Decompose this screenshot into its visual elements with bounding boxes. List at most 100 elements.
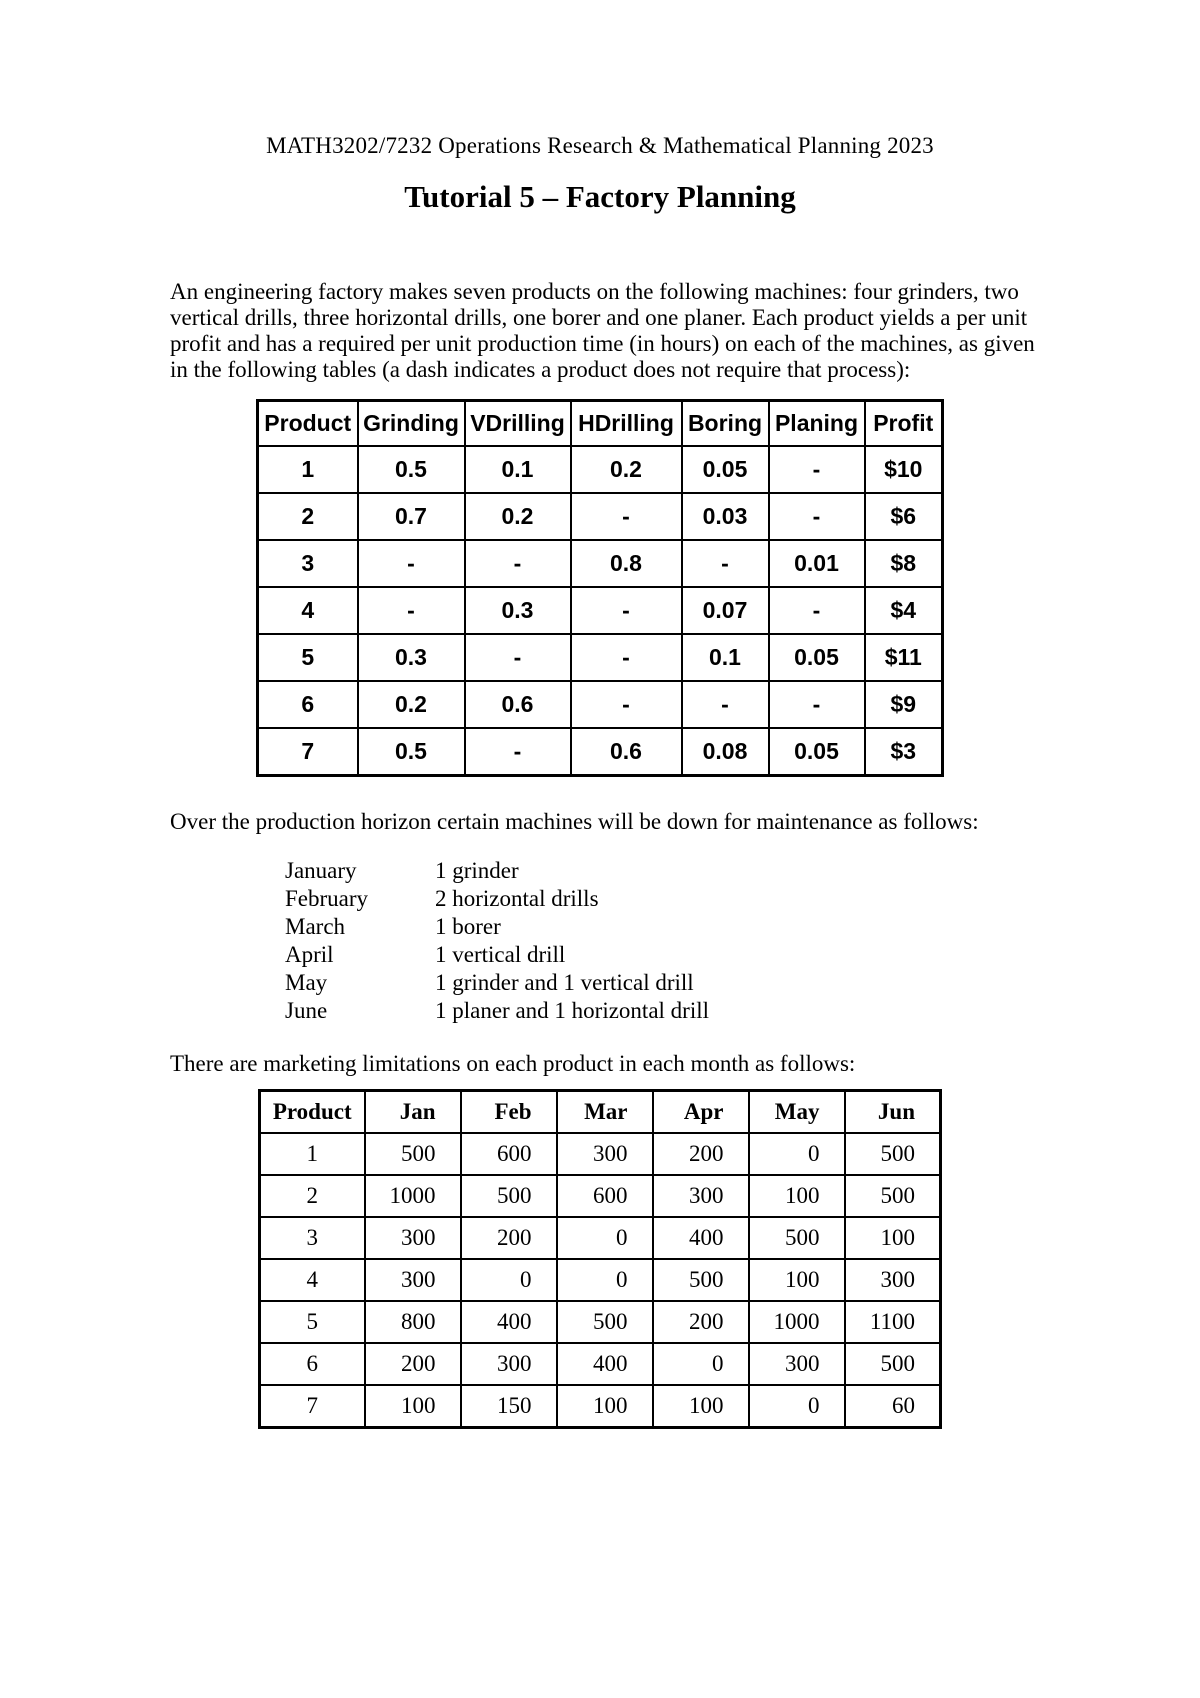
table-cell: 100 [747,1258,846,1302]
table-cell: 600 [459,1132,558,1176]
table-cell: 400 [555,1342,654,1386]
table-cell: 100 [843,1216,942,1260]
table-cell: 500 [363,1132,462,1176]
table-row: 7 0.5 - 0.6 0.08 0.05 $3 [256,727,944,777]
table-cell: 200 [651,1300,750,1344]
maintenance-item: February 2 horizontal drills [285,885,1200,913]
table-cell: - [569,586,683,635]
table-cell: 7 [258,1384,366,1429]
table-row: 3 - - 0.8 - 0.01 $8 [256,539,944,588]
maintenance-item: June 1 planer and 1 horizontal drill [285,997,1200,1025]
table-cell: - [569,633,683,682]
maintenance-item: May 1 grinder and 1 vertical drill [285,969,1200,997]
maintenance-month: April [285,942,334,967]
table-row: 5 800 400 500 200 1000 1100 [258,1300,942,1344]
table-cell: 0.3 [356,633,466,682]
table-row: 1 0.5 0.1 0.2 0.05 - $10 [256,445,944,494]
table-cell: 0.8 [569,539,683,588]
table-cell: 500 [555,1300,654,1344]
table-cell: 0.1 [463,445,572,494]
table-cell: 100 [363,1384,462,1429]
table-cell: 1000 [363,1174,462,1218]
table-header-row: Product Grinding VDrilling HDrilling Bor… [256,399,944,447]
table-cell: - [463,727,572,777]
table-row: 2 1000 500 600 300 100 500 [258,1174,942,1218]
table-cell: 600 [555,1174,654,1218]
table-cell: - [767,492,866,541]
table-row: 4 - 0.3 - 0.07 - $4 [256,586,944,635]
column-header: Boring [680,399,770,447]
table-row: 2 0.7 0.2 - 0.03 - $6 [256,492,944,541]
column-header: Mar [555,1089,654,1134]
table-cell: 300 [747,1342,846,1386]
table-cell: 0.05 [767,727,866,777]
maintenance-item: March 1 borer [285,913,1200,941]
table-cell: 400 [459,1300,558,1344]
column-header: Product [256,399,359,447]
table-cell: 0.2 [356,680,466,729]
table-cell: 0.6 [569,727,683,777]
table-cell: 200 [651,1132,750,1176]
table-cell: 6 [256,680,359,729]
table-cell: 500 [843,1132,942,1176]
table-cell: 5 [258,1300,366,1344]
maintenance-intro-paragraph: Over the production horizon certain mach… [170,809,979,834]
table-cell: 4 [258,1258,366,1302]
table-cell: 500 [459,1174,558,1218]
table-cell: 3 [258,1216,366,1260]
table-row: 6 0.2 0.6 - - - $9 [256,680,944,729]
maintenance-machines: 1 grinder [435,858,519,883]
column-header: Grinding [356,399,466,447]
table-cell: 1000 [747,1300,846,1344]
table-cell: 5 [256,633,359,682]
table-cell: 0 [747,1132,846,1176]
table-cell: - [356,586,466,635]
marketing-intro-paragraph: There are marketing limitations on each … [170,1051,856,1076]
table-row: 6 200 300 400 0 300 500 [258,1342,942,1386]
table-cell: 800 [363,1300,462,1344]
table-cell: - [569,680,683,729]
table-cell: 300 [459,1342,558,1386]
table-cell: - [767,680,866,729]
table-cell: 400 [651,1216,750,1260]
column-header: Jun [843,1089,942,1134]
maintenance-machines: 1 borer [435,914,501,939]
intro-paragraph: An engineering factory makes seven produ… [170,279,1035,382]
course-header: MATH3202/7232 Operations Research & Math… [266,133,934,158]
table-cell: 0.5 [356,727,466,777]
table-cell: 0.2 [569,445,683,494]
table-cell: 1 [256,445,359,494]
maintenance-machines: 1 planer and 1 horizontal drill [435,998,710,1023]
table-row: 4 300 0 0 500 100 300 [258,1258,942,1302]
table-cell: 0.2 [463,492,572,541]
table-cell: 500 [651,1258,750,1302]
table-cell: 4 [256,586,359,635]
table-cell: 0.03 [680,492,770,541]
table-cell: - [569,492,683,541]
table-cell: - [680,539,770,588]
table-cell: 500 [843,1174,942,1218]
table-cell: 0.01 [767,539,866,588]
table-cell: 2 [258,1174,366,1218]
table-row: 3 300 200 0 400 500 100 [258,1216,942,1260]
table-row: 1 500 600 300 200 0 500 [258,1132,942,1176]
maintenance-month: February [285,886,369,911]
column-header: HDrilling [569,399,683,447]
table-cell: 7 [256,727,359,777]
table-cell: 0 [651,1342,750,1386]
production-requirements-table: Product Grinding VDrilling HDrilling Bor… [256,399,944,777]
table-cell: 0.6 [463,680,572,729]
table-cell: 300 [651,1174,750,1218]
table-cell: 0.08 [680,727,770,777]
maintenance-month: January [285,858,357,883]
table-cell: 0.05 [680,445,770,494]
table-cell: - [767,586,866,635]
table-cell: $9 [863,680,944,729]
table-cell: $10 [863,445,944,494]
table-cell: 0.05 [767,633,866,682]
table-cell: 300 [555,1132,654,1176]
table-cell: 300 [363,1216,462,1260]
table-cell: $11 [863,633,944,682]
maintenance-machines: 2 horizontal drills [435,886,599,911]
table-cell: - [680,680,770,729]
